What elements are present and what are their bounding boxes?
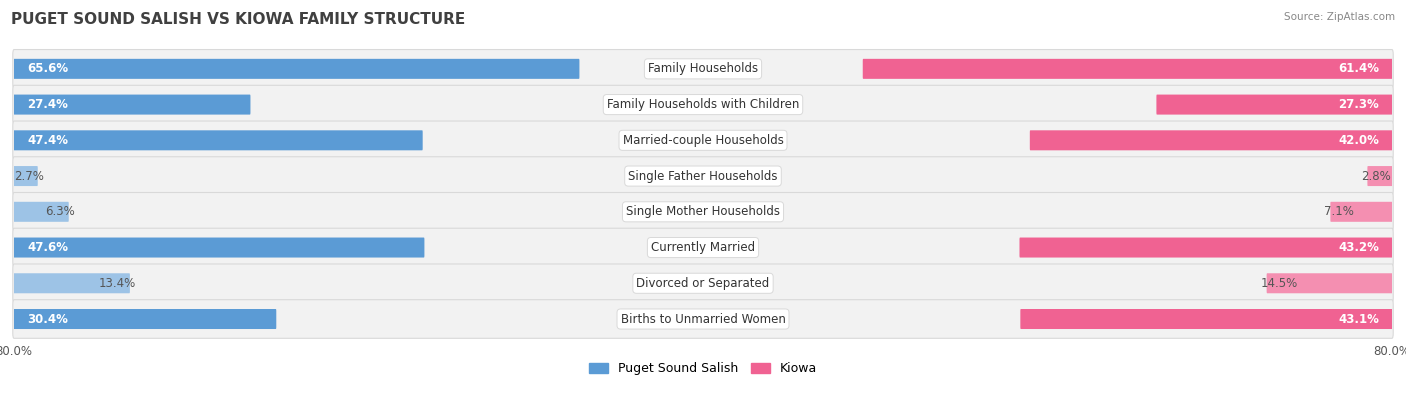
FancyBboxPatch shape xyxy=(14,202,69,222)
Text: 43.1%: 43.1% xyxy=(1339,312,1379,325)
Text: 14.5%: 14.5% xyxy=(1260,277,1298,290)
FancyBboxPatch shape xyxy=(1019,237,1392,258)
Text: 47.6%: 47.6% xyxy=(27,241,67,254)
FancyBboxPatch shape xyxy=(13,228,1393,267)
Text: 27.3%: 27.3% xyxy=(1339,98,1379,111)
Text: Married-couple Households: Married-couple Households xyxy=(623,134,783,147)
FancyBboxPatch shape xyxy=(13,264,1393,303)
Text: 6.3%: 6.3% xyxy=(45,205,75,218)
Text: Single Mother Households: Single Mother Households xyxy=(626,205,780,218)
Text: 43.2%: 43.2% xyxy=(1339,241,1379,254)
FancyBboxPatch shape xyxy=(863,59,1392,79)
Text: 27.4%: 27.4% xyxy=(27,98,67,111)
FancyBboxPatch shape xyxy=(13,157,1393,196)
FancyBboxPatch shape xyxy=(14,309,277,329)
FancyBboxPatch shape xyxy=(14,273,129,293)
Text: 65.6%: 65.6% xyxy=(27,62,67,75)
FancyBboxPatch shape xyxy=(14,166,38,186)
Text: Single Father Households: Single Father Households xyxy=(628,169,778,182)
FancyBboxPatch shape xyxy=(13,85,1393,124)
FancyBboxPatch shape xyxy=(14,59,579,79)
FancyBboxPatch shape xyxy=(13,49,1393,88)
FancyBboxPatch shape xyxy=(1156,94,1392,115)
Text: Source: ZipAtlas.com: Source: ZipAtlas.com xyxy=(1284,12,1395,22)
FancyBboxPatch shape xyxy=(14,130,423,150)
Text: Currently Married: Currently Married xyxy=(651,241,755,254)
Text: 13.4%: 13.4% xyxy=(98,277,136,290)
Text: 42.0%: 42.0% xyxy=(1339,134,1379,147)
Text: Births to Unmarried Women: Births to Unmarried Women xyxy=(620,312,786,325)
Text: 80.0%: 80.0% xyxy=(1374,345,1406,358)
Text: 7.1%: 7.1% xyxy=(1324,205,1354,218)
Text: 30.4%: 30.4% xyxy=(27,312,67,325)
Text: Family Households with Children: Family Households with Children xyxy=(607,98,799,111)
Legend: Puget Sound Salish, Kiowa: Puget Sound Salish, Kiowa xyxy=(585,357,821,380)
FancyBboxPatch shape xyxy=(14,237,425,258)
Text: 61.4%: 61.4% xyxy=(1339,62,1379,75)
Text: Divorced or Separated: Divorced or Separated xyxy=(637,277,769,290)
Text: Family Households: Family Households xyxy=(648,62,758,75)
FancyBboxPatch shape xyxy=(14,94,250,115)
FancyBboxPatch shape xyxy=(13,192,1393,231)
FancyBboxPatch shape xyxy=(1368,166,1392,186)
FancyBboxPatch shape xyxy=(1021,309,1392,329)
FancyBboxPatch shape xyxy=(1330,202,1392,222)
FancyBboxPatch shape xyxy=(1029,130,1392,150)
Text: 2.8%: 2.8% xyxy=(1361,169,1391,182)
FancyBboxPatch shape xyxy=(1267,273,1392,293)
Text: 47.4%: 47.4% xyxy=(27,134,67,147)
Text: 80.0%: 80.0% xyxy=(0,345,32,358)
FancyBboxPatch shape xyxy=(13,300,1393,338)
FancyBboxPatch shape xyxy=(13,121,1393,160)
Text: PUGET SOUND SALISH VS KIOWA FAMILY STRUCTURE: PUGET SOUND SALISH VS KIOWA FAMILY STRUC… xyxy=(11,12,465,27)
Text: 2.7%: 2.7% xyxy=(14,169,44,182)
